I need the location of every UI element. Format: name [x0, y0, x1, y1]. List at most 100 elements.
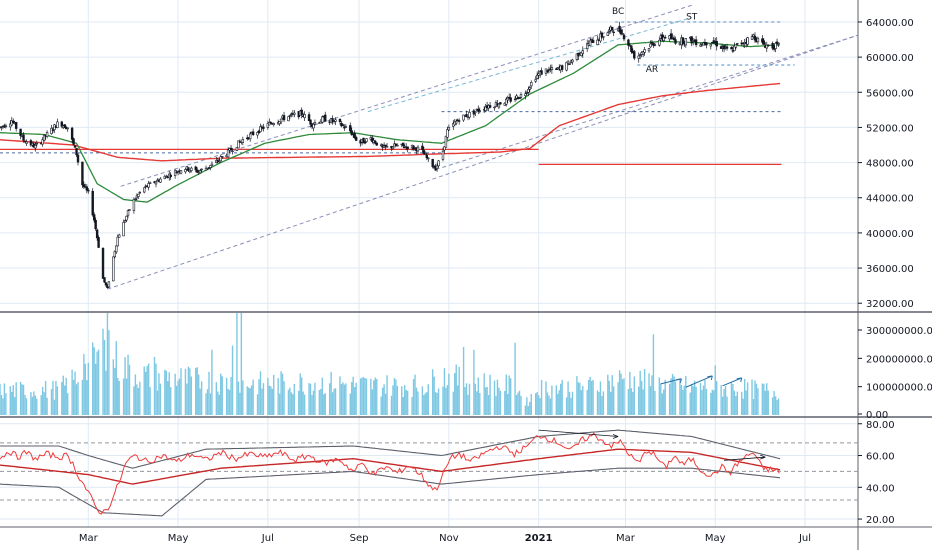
candle-body	[422, 150, 426, 155]
candle-body	[446, 129, 449, 138]
candle-body	[70, 127, 74, 140]
volume-bar	[261, 388, 263, 415]
volume-bar	[545, 381, 547, 415]
volume-bar	[293, 383, 296, 415]
channel-support	[435, 34, 859, 171]
volume-bar	[352, 376, 354, 415]
candle-body	[10, 120, 13, 126]
volume-bar	[84, 363, 87, 415]
candle-body	[777, 42, 780, 45]
candle-body	[705, 42, 708, 46]
candle-body	[116, 236, 119, 247]
volume-bar	[289, 387, 291, 415]
candle-body	[425, 155, 428, 159]
candle	[35, 140, 38, 147]
candle	[544, 68, 548, 77]
volume-bar	[108, 330, 110, 415]
volume-bar	[155, 363, 157, 415]
candle	[622, 33, 626, 42]
volume-bar	[30, 392, 32, 415]
candle-body	[649, 43, 652, 48]
candle-body	[709, 43, 713, 47]
volume-bar	[50, 389, 53, 415]
candle-body	[575, 53, 579, 60]
candle	[674, 36, 677, 45]
candle-body	[581, 50, 584, 54]
candle	[279, 118, 283, 125]
candle	[300, 107, 303, 119]
candle-body	[125, 215, 128, 221]
volume-bar	[290, 392, 293, 415]
candle-body	[416, 146, 420, 152]
candle-body	[435, 165, 439, 169]
volume-bar	[259, 371, 262, 415]
candle	[128, 209, 131, 211]
candle	[25, 139, 28, 146]
volume-bar	[699, 383, 702, 415]
volume-bar	[735, 395, 737, 415]
candle-body	[684, 38, 688, 46]
candle-body	[331, 118, 334, 123]
candle	[66, 127, 69, 132]
candle	[303, 111, 306, 121]
volume-bar	[602, 391, 605, 415]
candle-body	[293, 112, 296, 115]
candle-body	[771, 43, 774, 49]
candle-body	[612, 31, 615, 34]
volume-bar	[353, 387, 356, 415]
candle-body	[126, 210, 130, 216]
volume-bar	[125, 378, 128, 415]
candle-body	[341, 124, 345, 126]
candle-body	[588, 40, 592, 47]
candle-body	[637, 55, 640, 59]
candle	[462, 114, 465, 122]
candle	[262, 123, 265, 132]
candle-body	[633, 51, 636, 59]
candle	[427, 157, 430, 162]
candle	[53, 123, 56, 133]
volume-arrowhead	[676, 378, 682, 383]
candle-body	[730, 47, 733, 50]
volume-bar	[342, 382, 344, 415]
volume-bar	[598, 391, 600, 415]
volume-bar	[590, 380, 593, 415]
candle-body	[300, 109, 303, 115]
candle	[219, 154, 222, 163]
volume-bar	[225, 377, 228, 415]
candle-body	[774, 42, 777, 49]
candle	[309, 119, 312, 128]
volume-bar	[486, 386, 488, 415]
volume-bar	[754, 380, 756, 415]
volume-bar	[55, 380, 57, 415]
candle	[63, 124, 66, 128]
volume-bar	[539, 398, 541, 415]
volume-bar	[570, 397, 572, 415]
candle	[699, 42, 702, 47]
volume-bar	[230, 377, 232, 415]
volume-bar	[632, 391, 634, 415]
volume-bar	[320, 389, 322, 415]
candle-body	[550, 67, 554, 70]
candle-body	[534, 79, 537, 82]
candle-body	[568, 63, 571, 65]
volume-bar	[752, 398, 755, 415]
candle	[34, 142, 37, 152]
candle-body	[621, 33, 624, 35]
volume-bar	[24, 395, 26, 415]
candle-body	[63, 124, 66, 128]
candle	[527, 86, 530, 97]
candle-body	[82, 184, 86, 188]
candle-body	[662, 37, 665, 41]
candle	[474, 111, 477, 116]
volume-bar	[41, 386, 44, 415]
volume-bar	[180, 368, 182, 415]
candle-body	[384, 144, 387, 148]
volume-bar	[134, 374, 137, 415]
volume-bar	[549, 398, 552, 415]
candle	[4, 123, 8, 129]
candle	[241, 136, 245, 146]
candle-body	[647, 48, 651, 52]
candle	[169, 172, 172, 181]
volume-bar	[167, 381, 169, 415]
volume-bar	[184, 368, 187, 415]
